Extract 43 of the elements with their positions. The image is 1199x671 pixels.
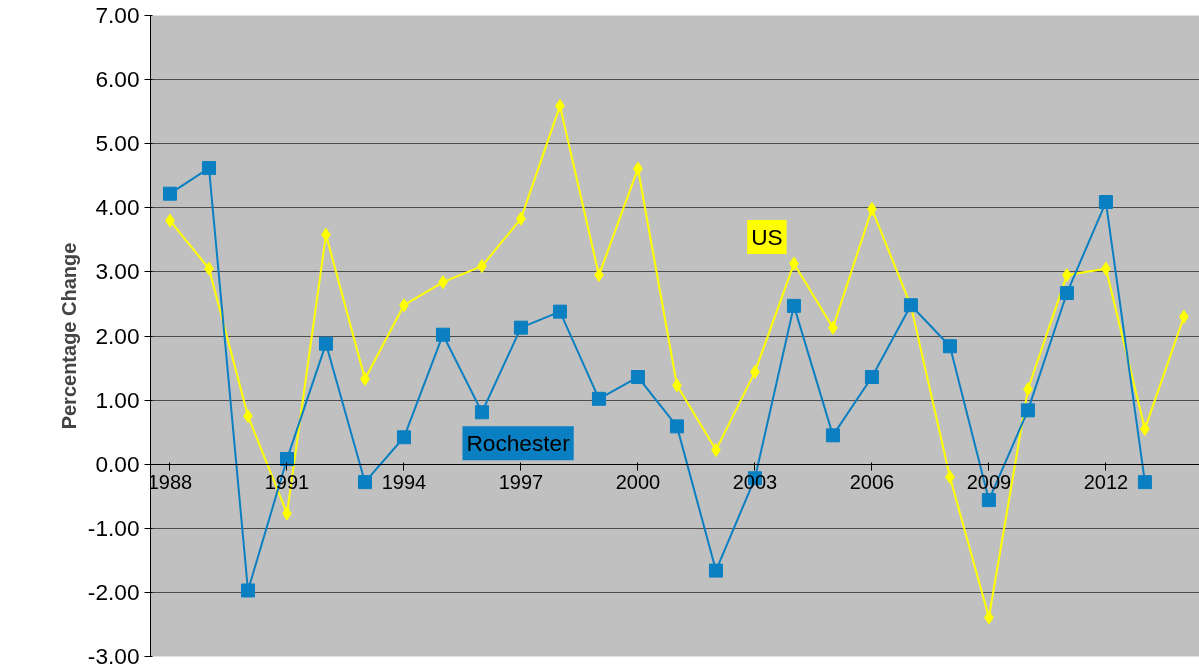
y-tick-label: 3.00 — [95, 258, 140, 285]
point — [1098, 195, 1113, 210]
point — [435, 327, 450, 342]
point — [786, 298, 801, 313]
series-label: US — [751, 223, 783, 250]
y-tick-label: 7.00 — [95, 2, 140, 28]
y-tick-label: 6.00 — [95, 66, 140, 93]
point — [279, 452, 294, 467]
y-tick-label: 5.00 — [95, 130, 140, 157]
point — [357, 475, 372, 490]
point — [1059, 286, 1074, 301]
y-tick-label: -2.00 — [87, 578, 140, 605]
point — [591, 391, 606, 406]
point — [669, 419, 684, 434]
point — [163, 186, 177, 201]
y-axis-title: Percentage Change — [57, 242, 80, 430]
point — [474, 405, 489, 420]
point — [240, 583, 255, 598]
point — [942, 339, 957, 354]
point — [318, 336, 333, 351]
x-tick-label: 1994 — [381, 471, 427, 494]
y-tick-label: 0.00 — [95, 450, 140, 477]
series-label: Rochester — [466, 430, 571, 457]
point — [825, 428, 840, 443]
point — [396, 430, 411, 445]
x-tick-label: 2000 — [615, 471, 661, 494]
x-tick-label: 1997 — [498, 471, 544, 494]
point — [630, 370, 645, 385]
point — [1020, 403, 1035, 418]
y-tick-label: 1.00 — [95, 386, 140, 413]
y-tick-label: -1.00 — [87, 514, 140, 541]
point — [1137, 475, 1152, 490]
x-tick-label: 2006 — [849, 471, 895, 494]
x-tick-label: 2012 — [1083, 471, 1129, 494]
y-tick-label: 2.00 — [95, 322, 140, 349]
y-tick-label: -3.00 — [87, 643, 140, 669]
point — [981, 493, 996, 508]
point — [708, 563, 723, 578]
point — [513, 320, 528, 335]
point — [201, 161, 216, 176]
point — [552, 304, 567, 319]
point — [864, 370, 879, 385]
y-tick-label: 4.00 — [95, 194, 140, 221]
